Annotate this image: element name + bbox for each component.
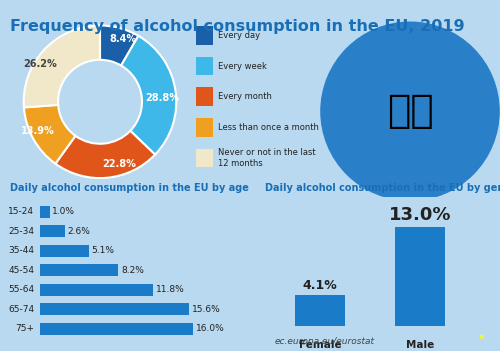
Wedge shape: [24, 105, 76, 164]
Text: 8.4%: 8.4%: [110, 34, 136, 44]
Text: 16.0%: 16.0%: [196, 324, 224, 333]
Text: 28.8%: 28.8%: [146, 93, 180, 103]
Text: 26.2%: 26.2%: [24, 59, 58, 69]
Text: ec.europa.eu/eurostat: ec.europa.eu/eurostat: [275, 337, 375, 346]
Text: Daily alcohol consumption in the EU by gender: Daily alcohol consumption in the EU by g…: [265, 183, 500, 193]
Text: 35-44: 35-44: [8, 246, 34, 255]
Text: 22.8%: 22.8%: [102, 159, 136, 170]
Circle shape: [321, 22, 499, 200]
FancyBboxPatch shape: [196, 87, 213, 106]
Text: 2.6%: 2.6%: [68, 227, 90, 236]
Text: 75+: 75+: [16, 324, 34, 333]
Wedge shape: [100, 26, 138, 66]
Text: 5.1%: 5.1%: [92, 246, 114, 255]
Text: 65-74: 65-74: [8, 305, 34, 314]
Wedge shape: [121, 36, 176, 154]
Text: Every day: Every day: [218, 31, 260, 40]
Bar: [40, 303, 189, 315]
Text: 🍷🍺: 🍷🍺: [386, 92, 434, 130]
Text: Less than once a month: Less than once a month: [218, 123, 320, 132]
Text: 11.8%: 11.8%: [156, 285, 184, 294]
Text: 15.6%: 15.6%: [192, 305, 220, 314]
Bar: [40, 323, 192, 335]
Text: Never or not in the last
12 months: Never or not in the last 12 months: [218, 148, 316, 168]
Bar: [40, 284, 152, 296]
Text: Every week: Every week: [218, 62, 268, 71]
Text: 13.0%: 13.0%: [389, 206, 451, 224]
Text: 15-24: 15-24: [8, 207, 34, 216]
FancyBboxPatch shape: [196, 149, 213, 167]
Bar: [40, 245, 88, 257]
Text: 45-54: 45-54: [8, 266, 34, 275]
Bar: [40, 264, 118, 276]
Text: ★: ★: [478, 332, 485, 340]
Bar: [40, 225, 65, 237]
Text: Frequency of alcohol consumption in the EU, 2019: Frequency of alcohol consumption in the …: [10, 19, 464, 34]
Text: Daily alcohol consumption in the EU by age: Daily alcohol consumption in the EU by a…: [10, 183, 249, 193]
FancyBboxPatch shape: [196, 26, 213, 45]
Bar: [395, 227, 445, 326]
Bar: [295, 295, 345, 326]
Bar: [40, 206, 50, 218]
Text: 4.1%: 4.1%: [302, 279, 338, 292]
Wedge shape: [56, 131, 155, 178]
Text: 13.9%: 13.9%: [20, 126, 54, 136]
Text: Female: Female: [298, 340, 342, 350]
Wedge shape: [24, 26, 100, 107]
FancyBboxPatch shape: [196, 118, 213, 137]
Text: Every month: Every month: [218, 92, 272, 101]
Text: 8.2%: 8.2%: [121, 266, 144, 275]
Text: Male: Male: [406, 340, 434, 350]
FancyBboxPatch shape: [196, 57, 213, 75]
Text: 55-64: 55-64: [8, 285, 34, 294]
Text: 1.0%: 1.0%: [52, 207, 76, 216]
Text: 25-34: 25-34: [8, 227, 34, 236]
